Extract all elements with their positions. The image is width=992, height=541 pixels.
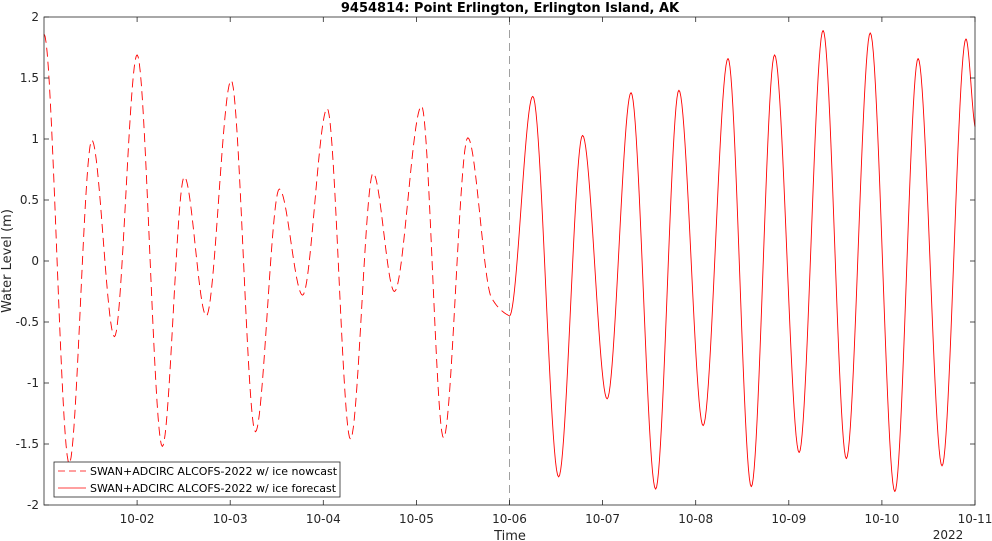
x-tick-label: 10-08 — [678, 512, 713, 526]
y-tick-label: -1.5 — [16, 437, 39, 451]
chart-title: 9454814: Point Erlington, Erlington Isla… — [341, 1, 680, 16]
y-tick-label: 1.5 — [20, 71, 39, 85]
plot-area — [43, 17, 976, 505]
x-axis-title: Time — [493, 529, 526, 541]
x-tick-label: 10-09 — [771, 512, 806, 526]
x-tick-label: 10-05 — [399, 512, 434, 526]
legend-nowcast-label: SWAN+ADCIRC ALCOFS-2022 w/ ice nowcast — [90, 465, 338, 478]
legend: SWAN+ADCIRC ALCOFS-2022 w/ ice nowcast S… — [53, 461, 341, 498]
x-tick-label: 10-02 — [120, 512, 155, 526]
x-tick-label: 10-03 — [213, 512, 248, 526]
y-axis-title: Water Level (m) — [0, 209, 15, 313]
x-tick-label: 10-07 — [585, 512, 620, 526]
x-tick-label: 10-04 — [306, 512, 341, 526]
legend-forecast-label: SWAN+ADCIRC ALCOFS-2022 w/ ice forecast — [90, 482, 337, 495]
y-tick-label: 1 — [31, 132, 39, 146]
forecast-series-line — [509, 29, 976, 493]
y-tick-label: -2 — [27, 498, 39, 512]
y-tick-label: 0 — [31, 254, 39, 268]
nowcast-series-line — [43, 33, 510, 464]
legend-box — [53, 461, 341, 498]
y-tick-label: -0.5 — [16, 315, 39, 329]
x-tick-label: 10-06 — [492, 512, 527, 526]
year-label: 2022 — [933, 528, 964, 541]
x-tick-label: 10-10 — [864, 512, 899, 526]
axes: -2 -1.5 -1 -0.5 0 0.5 1 1.5 2 10-02 10-03 10-04 10-0… — [16, 10, 992, 526]
y-tick-label: 0.5 — [20, 193, 39, 207]
y-tick-label: -1 — [27, 376, 39, 390]
y-tick-label: 2 — [31, 10, 39, 24]
x-tick-label: 10-11 — [958, 512, 992, 526]
